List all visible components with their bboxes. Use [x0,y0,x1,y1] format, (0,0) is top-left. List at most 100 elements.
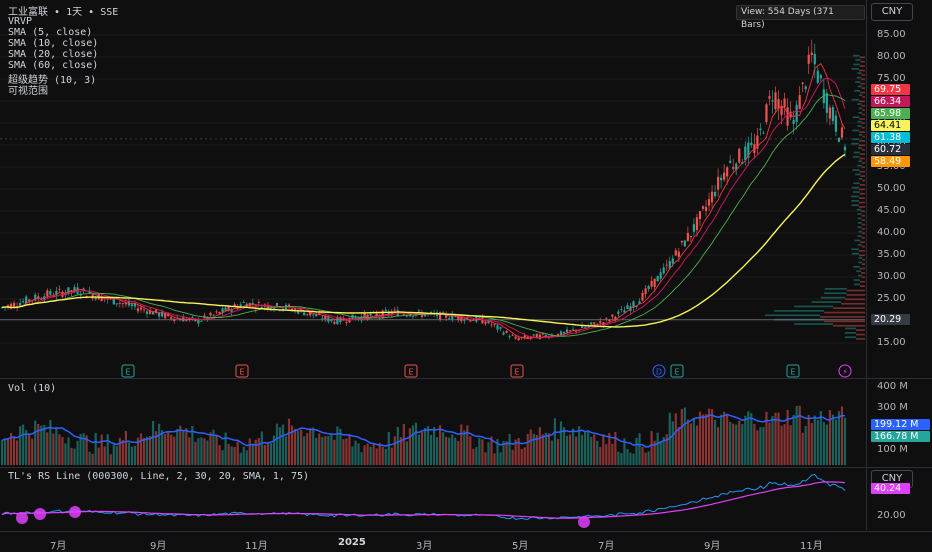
vrvp-bar-up [820,296,846,299]
volume-bar [677,426,680,465]
vrvp-bar-down [861,245,865,248]
vrvp-bar-down [862,135,865,138]
candle-body [599,321,602,323]
candle-body [759,128,762,131]
candle-body [215,311,218,313]
pane-separator[interactable] [0,467,932,468]
rs-line-canvas[interactable] [0,468,865,530]
candle-body [227,306,230,311]
candle-body [680,240,683,243]
volume-bar [490,436,493,465]
price-axis[interactable]: 85.0080.0075.0070.0065.0060.0055.0050.00… [866,0,932,378]
indicator-sma10[interactable]: SMA (10, close) [8,38,99,49]
volume-bar [399,437,402,465]
volume-bar [520,448,523,465]
volume-pane[interactable]: Vol (10) [0,379,865,467]
vrvp-bar-down [860,175,865,177]
volume-bar [541,434,544,465]
candle-body [541,333,544,335]
candle-body [834,115,838,132]
volume-title[interactable]: Vol (10) [8,383,57,394]
volume-bar [85,435,88,465]
time-tick-label: 3月 [416,541,433,552]
event-marker-label: E [514,368,519,377]
candle-body [466,317,469,319]
indicator-sma20[interactable]: SMA (20, close) [8,49,99,60]
candle-body [167,313,170,317]
candle-body [659,272,662,279]
volume-bar [148,436,152,465]
volume-bar [260,431,263,465]
candle-body [76,287,79,294]
vrvp-bar-up [851,186,860,189]
vrvp-bar-up [858,257,863,259]
candle-body [559,331,563,336]
vrvp-bar-down [861,166,865,169]
earnings-icon [121,364,135,378]
pane-separator[interactable] [0,378,932,379]
rs-line-title[interactable]: TL's RS Line (000300, Line, 2, 30, 20, S… [8,471,310,482]
volume-bar [414,422,418,465]
symbol-title[interactable]: 工业富联 • 1天 • SSE [8,3,118,18]
volume-bar [698,411,702,465]
candle-body [765,104,768,123]
time-axis[interactable]: 7月 9月 11月 2025 3月 5月 7月 9月 11月 [0,531,932,552]
volume-bar [496,439,499,465]
candle-body [568,330,572,332]
indicator-visible-range[interactable]: 可视范围 [8,86,48,97]
volume-bar [514,439,517,465]
candle-body [813,53,816,65]
volume-bar [115,446,118,465]
volume-bar [578,426,581,465]
volume-bar [387,431,390,465]
volume-chart-canvas[interactable] [0,379,865,467]
price-badge: 20.29 [871,314,910,325]
candle-body [792,119,795,125]
candle-body [151,311,155,315]
volume-bar [499,452,502,465]
volume-bar [532,433,535,465]
event-marker: E [404,364,418,378]
vrvp-bar-down [860,60,865,63]
volume-bar [290,425,294,465]
volume-bar [22,424,25,465]
rs-axis[interactable]: 20.00 40.24 [866,468,932,530]
candle-body [614,316,617,320]
indicator-sma5[interactable]: SMA (5, close) [8,27,93,38]
volume-bar [372,443,375,465]
vrvp-bar-up [858,107,863,110]
volume-bar [306,433,309,465]
candle-body [581,325,584,328]
currency-button[interactable]: CNY [871,3,913,21]
volume-bar [517,438,520,465]
indicator-supertrend[interactable]: 超级趋势 (10, 3) [8,75,97,86]
rs-line-pane[interactable]: TL's RS Line (000300, Line, 2, 30, 20, S… [0,468,865,530]
volume-bar [457,440,460,465]
vrvp-bar-up [853,54,860,57]
volume-bar [723,411,726,465]
volume-bar [653,440,656,465]
volume-bar [432,426,436,465]
price-chart-canvas[interactable]: E E E E D E E ⚡ [0,0,865,378]
volume-bar [242,446,245,465]
volume-bar [659,441,662,465]
volume-bar [31,438,34,465]
vrvp-bar-up [853,279,860,281]
price-pane[interactable]: E E E E D E E ⚡ 工业富联 • 1天 • SSE VRVP SMA (5, cl… [0,0,865,378]
volume-bar [544,432,547,465]
volume-bar [747,411,750,465]
volume-axis[interactable]: 400 M 300 M 100 M 199.12 M 166.78 M [866,379,932,467]
vrvp-bar-up [858,160,863,163]
vrvp-bar-down [824,320,865,323]
price-tick-label: 45.00 [877,205,906,216]
vrvp-bar-up [857,125,862,127]
price-badge: 64.41 [871,120,910,131]
candle-body [484,321,487,324]
indicator-vrvp[interactable]: VRVP [8,16,33,27]
indicator-sma60[interactable]: SMA (60, close) [8,60,99,71]
candle-body [502,332,505,335]
candle-body [819,75,822,79]
volume-bar [638,433,641,465]
candle-body [635,305,638,308]
volume-bar [309,428,312,465]
